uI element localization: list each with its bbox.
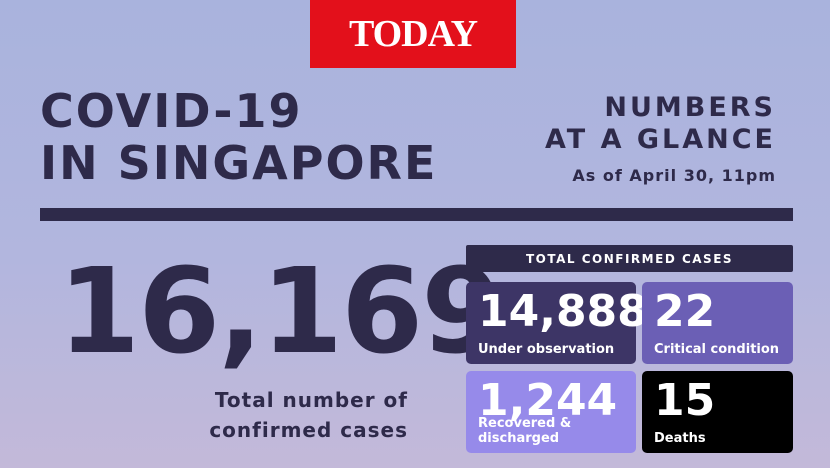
total-value: 16,169 [58,242,503,380]
stat-label: Under observation [478,342,615,357]
stat-card: 14,888 Under observation [466,282,648,364]
divider [40,208,793,221]
total-label: confirmed cases [209,418,408,442]
stat-value: 1,244 [478,375,618,426]
title: IN SINGAPORE [40,136,438,190]
subtitle: NUMBERS [604,92,776,123]
stat-label: Critical condition [654,342,780,357]
stat-label: Deaths [654,431,706,446]
logo: TODAY [310,0,516,68]
subtitle: AT A GLANCE [544,124,776,155]
stat-value: 15 [654,375,716,426]
title: COVID-19 [40,84,303,138]
stat-card: 1,244 Recovered & discharged [466,371,636,453]
stat-card: 22 Critical condition [642,282,793,364]
breakdown-title: TOTAL CONFIRMED CASES [466,245,793,272]
stat-value: 14,888 [478,286,648,337]
stat-value: 22 [654,286,716,337]
total-label: Total number of [214,388,408,412]
stat-label: Recovered & discharged [478,416,572,446]
stat-card: 15 Deaths [642,371,793,453]
date: As of April 30, 11pm [572,166,776,185]
